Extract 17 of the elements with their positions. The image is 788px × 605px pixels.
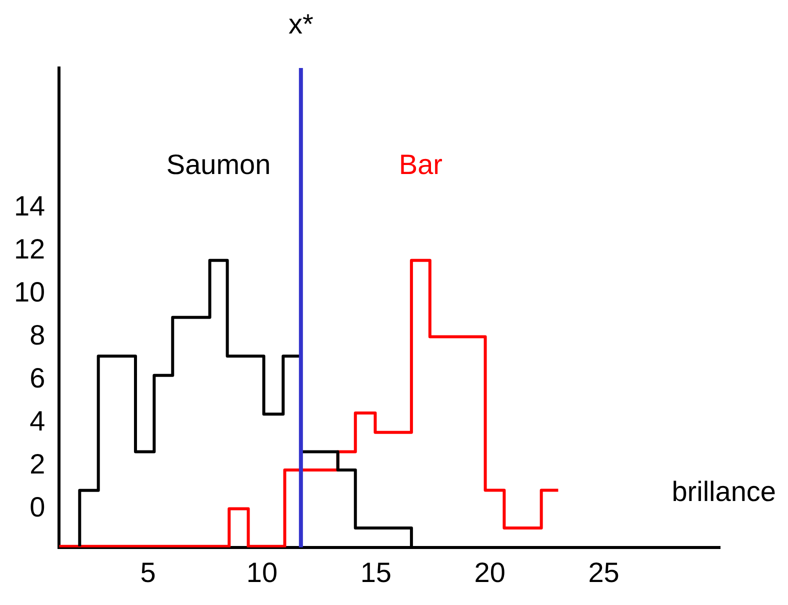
x-tick-label: 25 bbox=[588, 556, 620, 588]
x-tick-label: 5 bbox=[140, 556, 156, 588]
text: Bar bbox=[398, 149, 442, 180]
y-tick-label: 10 bbox=[14, 276, 46, 308]
y-tick-label: 4 bbox=[30, 405, 46, 436]
y-tick-label: 8 bbox=[30, 319, 46, 350]
y-tick-label: 2 bbox=[30, 448, 46, 480]
x-tick-label: 20 bbox=[474, 556, 506, 588]
x-tick-label: 10 bbox=[246, 556, 278, 588]
ref-line-label: x* bbox=[288, 8, 314, 40]
y-tick-label: 12 bbox=[14, 233, 46, 264]
y-tick-label: 14 bbox=[14, 190, 46, 222]
x-axis-title: brillance bbox=[672, 476, 776, 508]
text: Saumon bbox=[166, 149, 271, 180]
x-tick-label: 15 bbox=[360, 556, 392, 588]
y-tick-label: 0 bbox=[30, 491, 46, 522]
y-tick-label: 6 bbox=[30, 362, 46, 394]
